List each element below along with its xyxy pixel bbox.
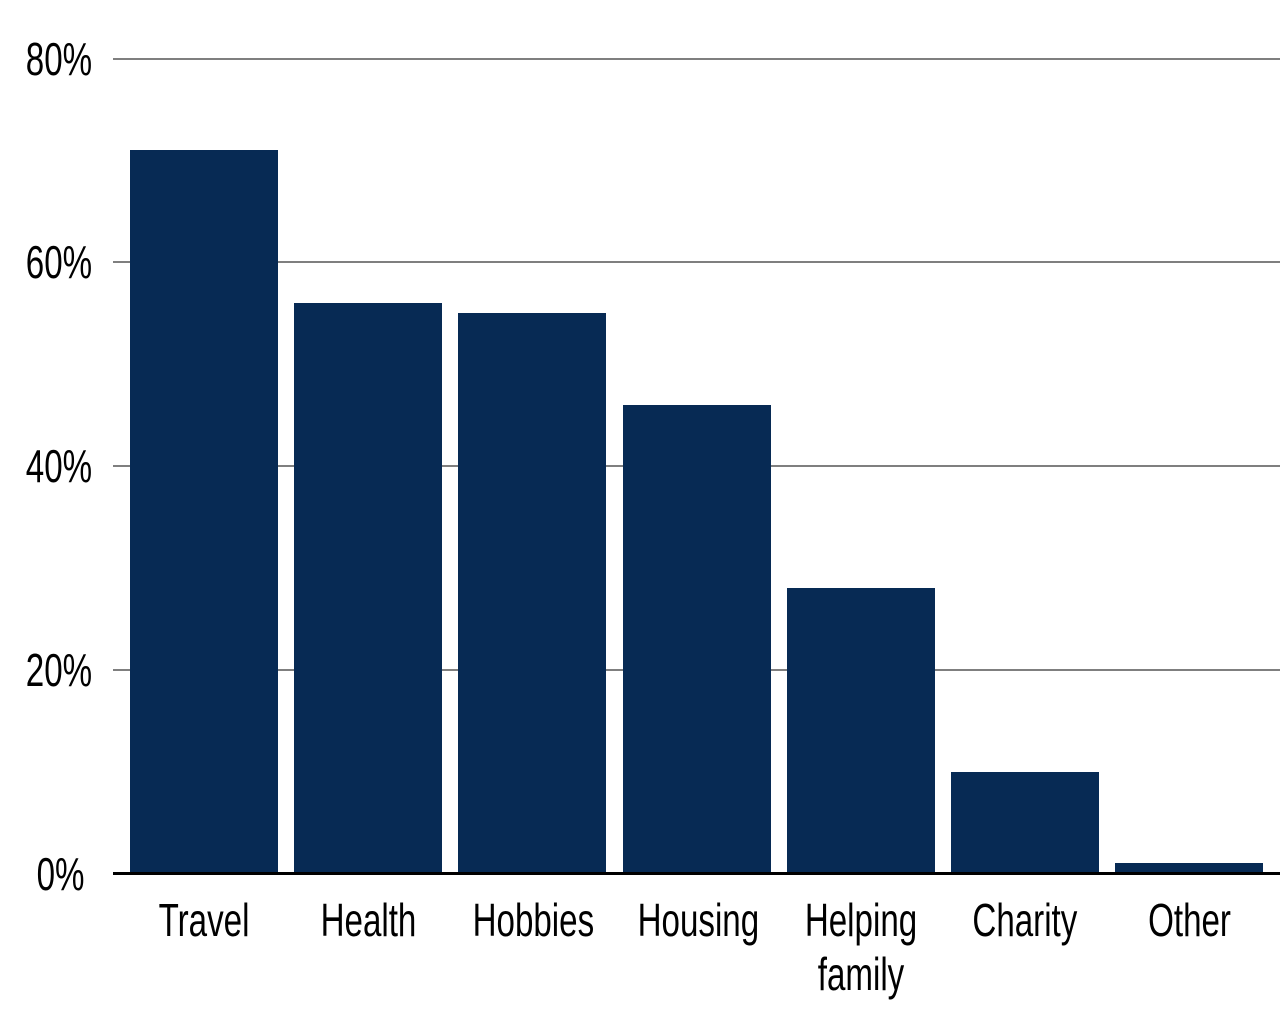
x-axis-label-text: Helping family: [804, 894, 917, 1001]
x-axis-label-text: Health: [320, 894, 417, 946]
y-axis-tick-label: 80%: [0, 36, 92, 82]
bar: [130, 150, 278, 874]
x-axis-label-text: Hobbies: [473, 894, 595, 946]
x-axis-label: Hobbies: [449, 893, 615, 947]
gridline: [113, 261, 1280, 264]
y-axis-tick-label: 40%: [0, 443, 92, 489]
x-axis-line: [113, 872, 1280, 875]
bar: [951, 771, 1099, 874]
bar: [622, 404, 771, 874]
y-axis-tick-label: 60%: [0, 239, 92, 285]
y-axis-tick-label: 20%: [0, 647, 92, 693]
y-axis-tick-label-text: 20%: [25, 643, 93, 696]
y-axis-tick-label-text: 80%: [25, 32, 93, 85]
x-axis-label-text: Travel: [158, 894, 250, 946]
x-axis-label: Travel: [121, 893, 287, 947]
gridline: [113, 57, 1280, 60]
x-axis-label: Health: [285, 893, 451, 947]
y-axis-tick-label-text: 60%: [25, 236, 93, 289]
y-axis-tick-label-text: 40%: [25, 440, 93, 492]
x-axis-label-text: Housing: [637, 894, 759, 946]
bar: [294, 303, 443, 874]
bar: [786, 588, 935, 874]
y-axis-tick-label: 0%: [0, 851, 84, 897]
x-axis-label: Helping family: [778, 893, 944, 1002]
bar: [1115, 863, 1264, 874]
x-axis-label: Charity: [942, 893, 1108, 947]
x-axis-label: Housing: [614, 893, 780, 947]
x-axis-label: Other: [1106, 893, 1272, 947]
y-axis-tick-label-text: 0%: [36, 847, 84, 900]
bar: [458, 313, 607, 874]
x-axis-label-text: Charity: [972, 894, 1078, 946]
x-axis-label-text: Other: [1147, 894, 1231, 946]
